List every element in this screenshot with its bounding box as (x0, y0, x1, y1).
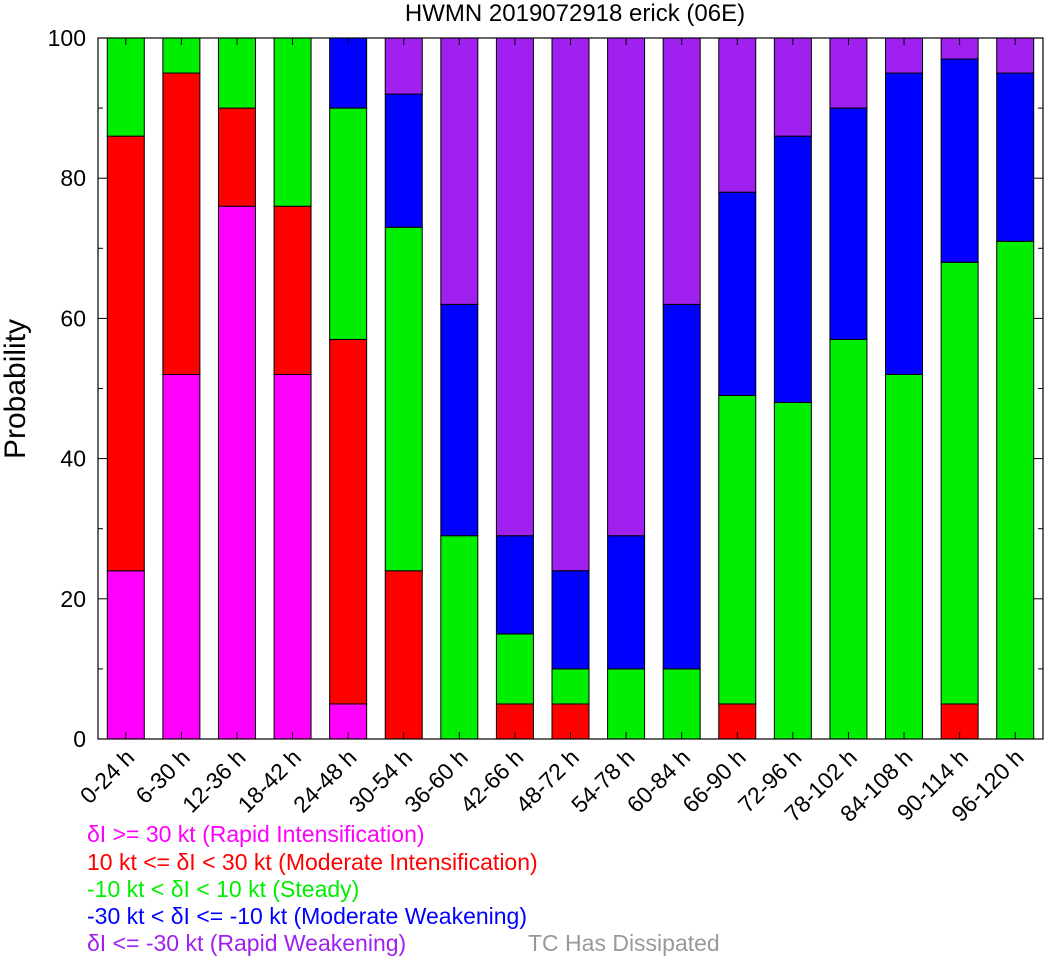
bar-segment-7-series-5 (440, 37, 479, 305)
bar-segment-15-series-3 (885, 373, 924, 740)
bar-segment-3-series-3 (217, 37, 256, 109)
bar-segment-4-series-3 (273, 37, 312, 207)
bar-segment-6-series-3 (384, 226, 423, 572)
bar-segment-1-series-2 (106, 135, 145, 572)
bar-segment-5-series-4 (329, 37, 368, 109)
bar-segment-8-series-4 (495, 535, 534, 635)
bar-segment-4-series-2 (273, 205, 312, 375)
bar-segment-12-series-5 (718, 37, 757, 193)
bar-segment-5-series-3 (329, 107, 368, 340)
bar-segment-9-series-3 (551, 668, 590, 705)
legend-entry-moderate-intensification: 10 kt <= δI < 30 kt (Moderate Intensific… (87, 849, 538, 875)
bar-segment-10-series-5 (607, 37, 646, 537)
legend-entry-rapid-weakening: δI <= -30 kt (Rapid Weakening) (87, 930, 407, 956)
bar-segment-15-series-4 (885, 72, 924, 375)
bar-segment-17-series-4 (996, 72, 1035, 242)
bar-segment-1-series-3 (106, 37, 145, 137)
legend-entry-rapid-intensification: δI >= 30 kt (Rapid Intensification) (87, 821, 425, 847)
bar-segment-9-series-4 (551, 570, 590, 670)
y-tick-label-1: 0 (73, 726, 86, 752)
bar-segment-4-series-1 (273, 373, 312, 740)
y-tick-label-5: 80 (60, 165, 86, 191)
bar-segment-10-series-3 (607, 668, 646, 740)
legend-entry-moderate-weakening: -30 kt < δI <= -10 kt (Moderate Weakenin… (87, 903, 528, 929)
bar-segment-13-series-3 (773, 402, 812, 740)
bar-segment-3-series-1 (217, 205, 256, 740)
bar-segment-10-series-4 (607, 535, 646, 670)
bar-segment-3-series-2 (217, 107, 256, 207)
dissipated-note: TC Has Dissipated (528, 930, 720, 956)
bar-segment-14-series-3 (829, 338, 868, 740)
bar-segment-11-series-3 (662, 668, 701, 740)
bar-segment-17-series-3 (996, 240, 1035, 740)
y-tick-label-4: 60 (60, 305, 86, 331)
y-tick-label-2: 20 (60, 586, 86, 612)
bar-segment-8-series-3 (495, 633, 534, 705)
y-tick-label-3: 40 (60, 446, 86, 472)
bar-segment-2-series-2 (162, 72, 201, 375)
bar-segment-13-series-5 (773, 37, 812, 137)
legend-entry-steady: -10 kt < δI < 10 kt (Steady) (87, 876, 360, 902)
bar-segment-16-series-3 (940, 261, 979, 705)
bar-segment-14-series-5 (829, 37, 868, 109)
bar-segment-12-series-4 (718, 191, 757, 397)
bar-segment-5-series-2 (329, 338, 368, 705)
chart-title: HWMN 2019072918 erick (06E) (405, 0, 745, 27)
bar-segment-11-series-5 (662, 37, 701, 305)
bar-segment-14-series-4 (829, 107, 868, 340)
y-tick-label-6: 100 (48, 25, 86, 51)
bar-segment-9-series-5 (551, 37, 590, 572)
bar-segment-7-series-4 (440, 303, 479, 537)
bar-segment-2-series-1 (162, 373, 201, 740)
bars-layer (106, 37, 1035, 740)
bar-segment-6-series-2 (384, 570, 423, 740)
x-tick-label-1: 0-24 h (75, 744, 140, 809)
bar-segment-16-series-4 (940, 58, 979, 263)
bar-segment-7-series-3 (440, 535, 479, 740)
bar-segment-6-series-4 (384, 93, 423, 228)
bar-segment-8-series-5 (495, 37, 534, 537)
bar-segment-11-series-4 (662, 303, 701, 670)
y-axis-label: Probability (0, 319, 32, 459)
bar-segment-1-series-1 (106, 570, 145, 740)
bar-segment-6-series-5 (384, 37, 423, 95)
bar-segment-13-series-4 (773, 135, 812, 404)
bar-segment-12-series-3 (718, 395, 757, 705)
